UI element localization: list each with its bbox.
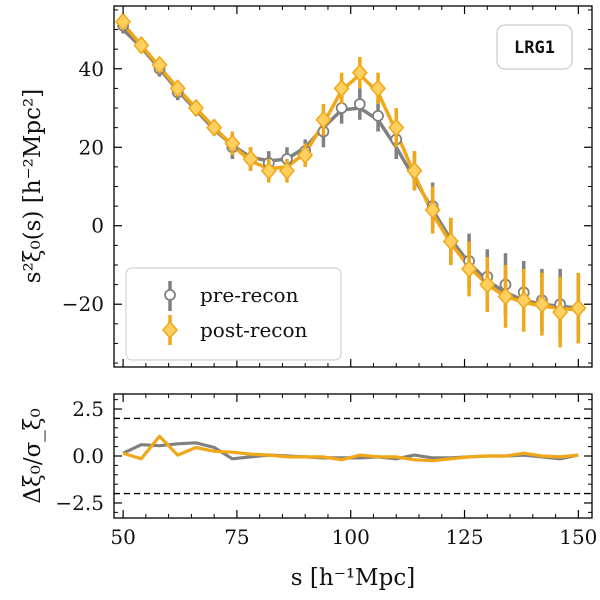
- bottom-y-tick-label: 0.0: [72, 444, 104, 468]
- series-post-recon-point: [333, 79, 350, 98]
- series-post-recon-point: [315, 110, 332, 129]
- series-post-recon-point: [133, 36, 150, 55]
- series-post-recon-point: [206, 118, 223, 137]
- bottom-y-axis-label: Δξ₀/σ_ξ₀: [20, 408, 46, 503]
- series-post-recon-point: [515, 291, 532, 310]
- annotation-tag-box: [496, 24, 573, 70]
- x-tick-label: 125: [445, 525, 483, 549]
- x-axis-label: s [h⁻¹Mpc]: [291, 565, 415, 591]
- x-tick-label: 50: [110, 525, 135, 549]
- series-post-recon-point: [370, 79, 387, 98]
- series-post-recon-point: [497, 287, 514, 306]
- top-axes: −20 0 20 40: [62, 6, 592, 367]
- series-post-recon-point: [570, 299, 587, 318]
- series-post-recon-point: [406, 161, 423, 180]
- series-post-recon-point: [442, 232, 459, 251]
- x-tick-label: 150: [559, 525, 597, 549]
- top-panel: −20 0 20 40 s²ξ₀(s) [h⁻²Mpc²] LRG1 pre-reco…: [20, 5, 593, 368]
- legend-post-recon-marker: [162, 320, 178, 340]
- top-y-tick-label: 0: [91, 214, 104, 238]
- bottom-axes: −2.5 0.0 2.5 50 75 100 125 150: [55, 394, 597, 549]
- top-y-axis-label: s²ξ₀(s) [h⁻²Mpc²]: [20, 89, 46, 283]
- series-post-recon-point: [533, 295, 550, 314]
- series-post-recon-point: [169, 79, 186, 98]
- series-post-recon-point: [479, 275, 496, 294]
- series-post-recon-point: [461, 259, 478, 279]
- series-post-recon-point: [351, 63, 368, 82]
- x-tick-label: 75: [224, 525, 249, 549]
- legend-entry-pre-recon: pre-recon: [164, 281, 299, 311]
- top-plot-area: [115, 12, 587, 348]
- legend: pre-recon post-recon: [125, 267, 342, 361]
- x-tick-label: 100: [332, 525, 370, 549]
- bottom-panel: −2.5 0.0 2.5 50 75 100 125 150 Δξ₀/σ_ξ₀ s [h⁻¹M…: [20, 393, 597, 591]
- annotation-tag: LRG1: [496, 24, 573, 70]
- series-pre-recon-point: [335, 102, 348, 114]
- top-y-tick-label: 40: [79, 57, 104, 81]
- series-pre-recon-point: [353, 98, 366, 110]
- series-post-recon-point: [187, 98, 204, 118]
- series-post-recon-point: [151, 55, 168, 74]
- series-post-recon-point: [242, 149, 259, 169]
- series-post-recon-point: [297, 145, 314, 165]
- top-y-tick-label: 20: [79, 135, 104, 159]
- bottom-plot-area: [114, 417, 592, 495]
- legend-entry-post-recon: post-recon: [162, 315, 308, 345]
- series-post-recon-point: [552, 302, 569, 322]
- legend-pre-recon-label: pre-recon: [200, 283, 299, 307]
- legend-post-recon-label: post-recon: [200, 318, 308, 342]
- series-post-recon-point: [424, 200, 441, 220]
- series-post-recon-point: [388, 118, 405, 137]
- bottom-y-tick-label: −2.5: [55, 491, 104, 515]
- top-y-tick-label: −20: [62, 292, 104, 316]
- bottom-y-tick-label: 2.5: [72, 397, 104, 421]
- series-post-recon-point: [260, 161, 277, 180]
- legend-pre-recon-marker: [164, 289, 176, 301]
- series-post-recon-point: [115, 12, 132, 31]
- legend-box: [125, 267, 342, 361]
- annotation-tag-text: LRG1: [514, 38, 555, 58]
- residual-post-recon-line: [122, 434, 579, 463]
- series-post-recon-point: [278, 161, 295, 180]
- series-pre-recon-point: [372, 109, 384, 122]
- series-post-recon-point: [224, 134, 241, 153]
